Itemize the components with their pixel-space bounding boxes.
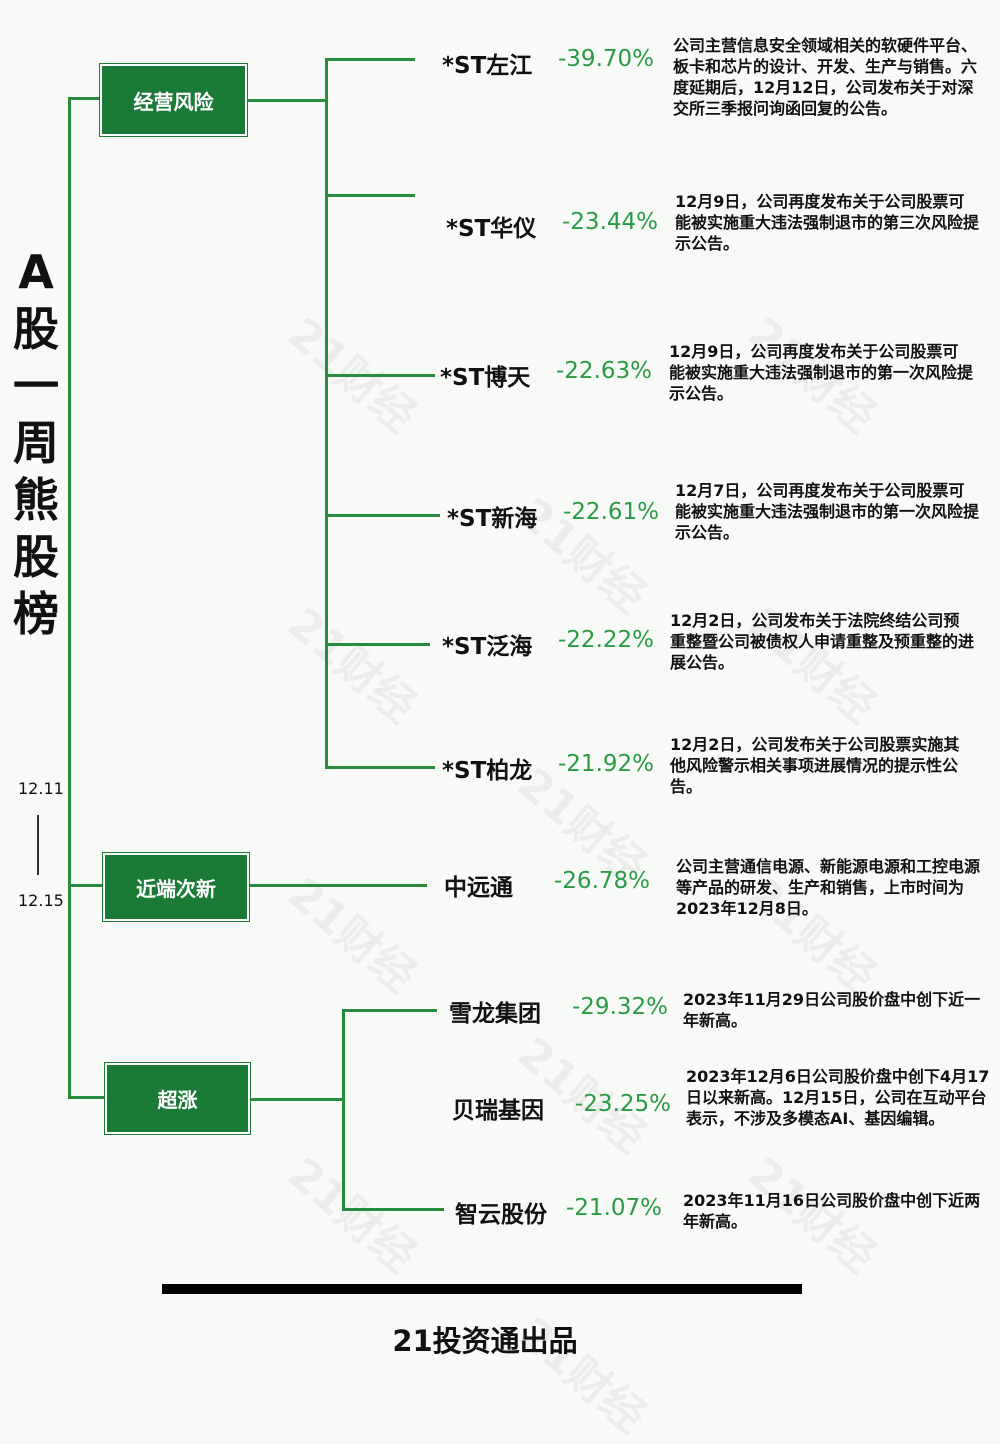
stock-name: *ST泛海 [442, 634, 533, 660]
connector-line [325, 194, 415, 197]
watermark: 21财经 [278, 307, 426, 443]
date-end: 12.15 [18, 891, 64, 910]
date-start: 12.11 [18, 779, 64, 798]
stock-note: 12月2日，公司发布关于公司股票实施其他风险警示相关事项进展情况的提示性公告。 [670, 735, 960, 796]
stock-change: -21.07% [566, 1195, 662, 1221]
stock-change: -22.61% [563, 499, 659, 525]
stock-change: -22.22% [558, 627, 654, 653]
category-recent-ipo: 近端次新 [103, 853, 249, 921]
stock-note: 2023年11月16日公司股价盘中创下近两年新高。 [683, 1191, 981, 1231]
stock-name: *ST新海 [447, 506, 538, 532]
title-char: 熊 [13, 473, 59, 527]
connector-line [325, 374, 435, 377]
stock-note: 公司主营通信电源、新能源电源和工控电源等产品的研发、生产和销售，上市时间为202… [676, 857, 981, 918]
page-title: A 股 一 周 熊 股 榜 [8, 244, 64, 643]
date-separator [37, 815, 39, 875]
connector-line [325, 643, 430, 646]
stock-note: 12月2日，公司发布关于法院终结公司预重整暨公司被债权人申请重整及预重整的进展公… [670, 611, 975, 672]
title-char: 榜 [13, 587, 59, 641]
title-char: 周 [13, 416, 59, 470]
stock-note: 2023年12月6日公司股价盘中创下4月17日以来新高。12月15日，公司在互动… [686, 1067, 990, 1128]
footer-divider [162, 1284, 802, 1294]
title-char: A [18, 245, 54, 299]
stock-name: 智云股份 [455, 1202, 547, 1228]
watermark: 21财经 [278, 1147, 426, 1283]
stock-change: -26.78% [554, 868, 650, 894]
stock-change: -29.32% [572, 994, 668, 1020]
stock-note: 公司主营信息安全领域相关的软硬件平台、板卡和芯片的设计、开发、生产与销售。六度延… [673, 36, 978, 118]
stock-change: -23.44% [562, 209, 658, 235]
trunk-line [68, 97, 71, 1098]
connector-line [248, 1098, 345, 1101]
stock-change: -39.70% [558, 46, 654, 72]
stock-name: 雪龙集团 [449, 1001, 541, 1027]
connector-line [325, 514, 440, 517]
stock-change: -21.92% [558, 751, 654, 777]
stock-name: *ST柏龙 [442, 758, 533, 784]
title-char: 股 [13, 302, 59, 356]
stock-name: *ST博天 [440, 365, 531, 391]
stock-name: 中远通 [444, 875, 513, 901]
stock-name: *ST左江 [442, 53, 533, 79]
watermark: 21财经 [278, 597, 426, 733]
connector-line [325, 766, 435, 769]
stock-note: 2023年11月29日公司股价盘中创下近一年新高。 [683, 990, 981, 1030]
connector-line [342, 1009, 437, 1012]
connector-line [68, 884, 104, 887]
connector-line [68, 1096, 106, 1099]
footer-credit: 21投资通出品 [392, 1324, 578, 1358]
stock-note: 12月9日，公司再度发布关于公司股票可能被实施重大违法强制退市的第一次风险提示公… [669, 342, 974, 403]
title-char: 股 [13, 530, 59, 584]
stock-change: -22.63% [556, 358, 652, 384]
connector-line [342, 1208, 444, 1211]
watermark: 21财经 [278, 867, 426, 1003]
category-overbought: 超涨 [105, 1063, 250, 1134]
stock-name: 贝瑞基因 [452, 1098, 544, 1124]
branch-line [325, 58, 328, 769]
connector-line [68, 97, 102, 100]
category-operating-risk: 经营风险 [100, 64, 247, 136]
stock-name: *ST华仪 [446, 216, 537, 242]
stock-note: 12月9日，公司再度发布关于公司股票可能被实施重大违法强制退市的第三次风险提示公… [675, 192, 980, 253]
connector-line [245, 99, 328, 102]
stock-note: 12月7日，公司再度发布关于公司股票可能被实施重大违法强制退市的第一次风险提示公… [675, 481, 980, 542]
title-char: 一 [13, 359, 59, 413]
branch-line [342, 1009, 345, 1211]
connector-line [247, 884, 427, 887]
connector-line [325, 58, 415, 61]
stock-change: -23.25% [575, 1091, 671, 1117]
